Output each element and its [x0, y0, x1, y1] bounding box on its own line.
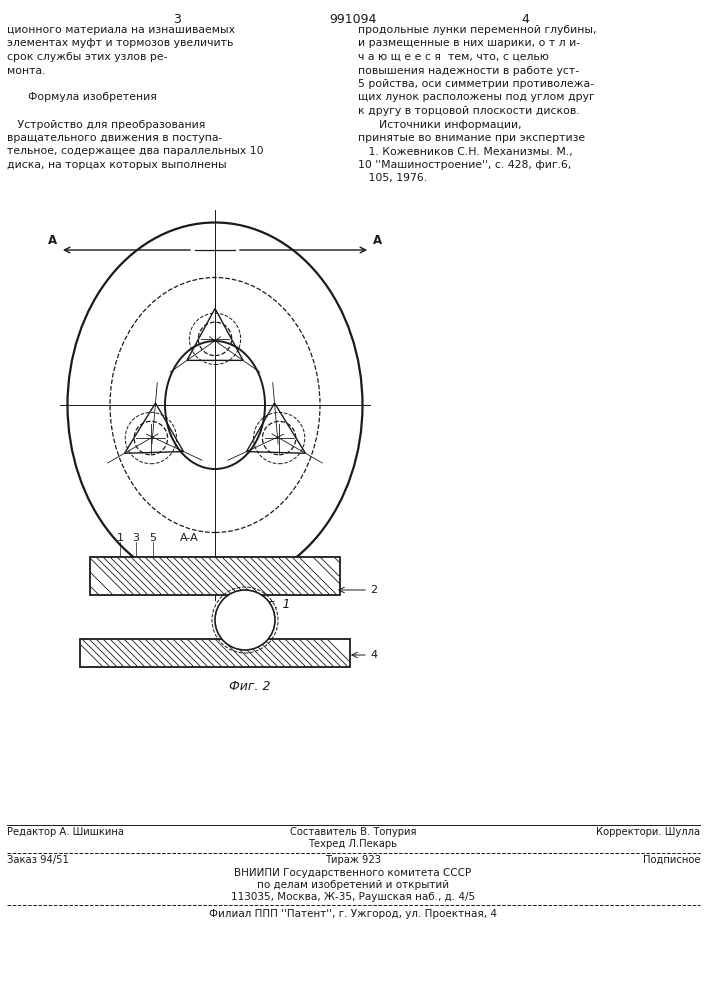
- Text: 10 ''Машиностроение'', с. 428, фиг.6,: 10 ''Машиностроение'', с. 428, фиг.6,: [358, 160, 571, 170]
- Text: тельное, содержащее два параллельных 10: тельное, содержащее два параллельных 10: [7, 146, 264, 156]
- Text: по делам изобретений и открытий: по делам изобретений и открытий: [257, 880, 449, 890]
- Text: Фиг. 1: Фиг. 1: [250, 598, 291, 611]
- Text: 5 ройства, оси симметрии противолежа-: 5 ройства, оси симметрии противолежа-: [358, 79, 594, 89]
- Text: 5: 5: [149, 533, 156, 543]
- Text: и размещенные в них шарики, о т л и-: и размещенные в них шарики, о т л и-: [358, 38, 580, 48]
- Text: 1: 1: [117, 533, 124, 543]
- Text: Формула изобретения: Формула изобретения: [7, 93, 157, 103]
- Text: 991094: 991094: [329, 13, 377, 26]
- Text: вращательного движения в поступа-: вращательного движения в поступа-: [7, 133, 223, 143]
- Text: 105, 1976.: 105, 1976.: [358, 174, 427, 184]
- Text: 4: 4: [521, 13, 529, 26]
- Text: 1. Кожевников С.Н. Механизмы. М.,: 1. Кожевников С.Н. Механизмы. М.,: [358, 146, 573, 156]
- Text: Составитель В. Топурия: Составитель В. Топурия: [290, 827, 416, 837]
- Bar: [90, 557, 340, 595]
- Text: элементах муфт и тормозов увеличить: элементах муфт и тормозов увеличить: [7, 38, 233, 48]
- Text: Корректори. Шулла: Корректори. Шулла: [596, 827, 700, 837]
- Text: A-A: A-A: [180, 533, 199, 543]
- Text: Редактор А. Шишкина: Редактор А. Шишкина: [7, 827, 124, 837]
- Text: монта.: монта.: [7, 66, 45, 76]
- Text: принятые во внимание при экспертизе: принятые во внимание при экспертизе: [358, 133, 585, 143]
- Ellipse shape: [215, 590, 275, 650]
- Text: продольные лунки переменной глубины,: продольные лунки переменной глубины,: [358, 25, 597, 35]
- Text: A: A: [373, 234, 382, 247]
- Text: Тираж 923: Тираж 923: [325, 855, 381, 865]
- Text: 2: 2: [370, 585, 377, 595]
- Text: ВНИИПИ Государственного комитета СССР: ВНИИПИ Государственного комитета СССР: [235, 868, 472, 878]
- Text: щих лунок расположены под углом друг: щих лунок расположены под углом друг: [358, 93, 595, 103]
- Text: 4: 4: [370, 650, 377, 660]
- Text: Техред Л.Пекарь: Техред Л.Пекарь: [308, 839, 397, 849]
- Text: 113035, Москва, Ж-35, Раушская наб., д. 4/5: 113035, Москва, Ж-35, Раушская наб., д. …: [231, 892, 475, 902]
- Text: Подписное: Подписное: [643, 855, 700, 865]
- Text: повышения надежности в работе уст-: повышения надежности в работе уст-: [358, 66, 579, 76]
- Text: 3: 3: [173, 13, 181, 26]
- Text: Заказ 94/51: Заказ 94/51: [7, 855, 69, 865]
- Text: Источники информации,: Источники информации,: [358, 119, 522, 129]
- Bar: [80, 639, 350, 667]
- Text: 3: 3: [132, 533, 139, 543]
- Text: A: A: [48, 234, 57, 247]
- Text: срок службы этих узлов ре-: срок службы этих узлов ре-: [7, 52, 168, 62]
- Text: к другу в торцовой плоскости дисков.: к другу в торцовой плоскости дисков.: [358, 106, 580, 116]
- Text: Фиг. 2: Фиг. 2: [229, 680, 271, 693]
- Text: диска, на торцах которых выполнены: диска, на торцах которых выполнены: [7, 160, 227, 170]
- Text: ционного материала на изнашиваемых: ционного материала на изнашиваемых: [7, 25, 235, 35]
- Text: Устройство для преобразования: Устройство для преобразования: [7, 119, 205, 129]
- Text: Филиал ППП ''Патент'', г. Ужгород, ул. Проектная, 4: Филиал ППП ''Патент'', г. Ужгород, ул. П…: [209, 909, 497, 919]
- Text: ч а ю щ е е с я  тем, что, с целью: ч а ю щ е е с я тем, что, с целью: [358, 52, 549, 62]
